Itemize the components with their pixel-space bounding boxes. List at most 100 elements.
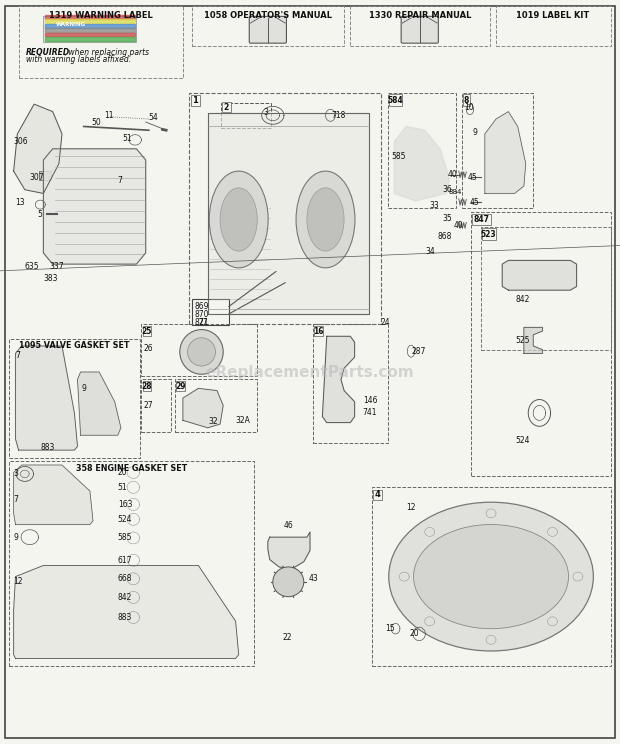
Text: 524: 524 — [118, 515, 132, 524]
Text: 45: 45 — [468, 173, 478, 182]
Text: 3: 3 — [263, 108, 268, 117]
Text: 287: 287 — [411, 347, 425, 356]
Text: 54: 54 — [148, 113, 158, 122]
Text: 741: 741 — [362, 408, 376, 417]
Text: 1330 REPAIR MANUAL: 1330 REPAIR MANUAL — [368, 11, 471, 20]
Bar — [39, 171, 51, 180]
Polygon shape — [16, 346, 78, 450]
Ellipse shape — [389, 502, 593, 651]
Text: with warning labels affixed.: with warning labels affixed. — [26, 55, 131, 64]
Bar — [9, 339, 140, 458]
Text: REQUIRED: REQUIRED — [26, 48, 70, 57]
Bar — [350, 6, 490, 46]
FancyBboxPatch shape — [314, 326, 323, 336]
FancyBboxPatch shape — [472, 214, 491, 225]
Text: 51: 51 — [118, 483, 128, 492]
Text: 1019 LABEL KIT: 1019 LABEL KIT — [516, 11, 590, 20]
Bar — [141, 324, 257, 376]
Text: 617: 617 — [118, 556, 132, 565]
Text: 51: 51 — [123, 134, 133, 143]
Bar — [45, 28, 135, 32]
Text: 7: 7 — [16, 351, 20, 360]
Text: 668: 668 — [118, 574, 132, 583]
Text: 337: 337 — [50, 262, 64, 271]
Text: 16: 16 — [314, 327, 324, 336]
Text: 523: 523 — [480, 230, 497, 239]
Polygon shape — [14, 565, 239, 658]
Text: 35: 35 — [443, 214, 453, 223]
Text: 358 ENGINE GASKET SET: 358 ENGINE GASKET SET — [76, 464, 188, 473]
Text: 525: 525 — [516, 336, 530, 345]
Bar — [175, 379, 257, 432]
FancyBboxPatch shape — [176, 381, 185, 391]
Text: 12: 12 — [406, 503, 415, 512]
Text: 32: 32 — [208, 417, 218, 426]
Text: 12: 12 — [14, 577, 23, 586]
Ellipse shape — [273, 567, 304, 597]
Bar — [45, 24, 135, 28]
Bar — [45, 37, 135, 41]
Text: 635: 635 — [25, 262, 40, 271]
Text: 13: 13 — [15, 198, 25, 207]
Bar — [313, 324, 388, 443]
Polygon shape — [268, 532, 310, 569]
Ellipse shape — [220, 187, 257, 251]
Bar — [192, 6, 344, 46]
Text: 7: 7 — [14, 496, 19, 504]
Polygon shape — [14, 465, 93, 525]
Polygon shape — [394, 126, 450, 201]
Polygon shape — [208, 113, 369, 314]
Text: 8: 8 — [464, 96, 469, 105]
Ellipse shape — [296, 171, 355, 268]
FancyBboxPatch shape — [401, 16, 438, 43]
Text: 718: 718 — [332, 111, 346, 120]
Text: 306: 306 — [14, 137, 29, 146]
Text: 7: 7 — [118, 176, 123, 185]
Polygon shape — [183, 388, 223, 428]
Text: 27: 27 — [144, 401, 154, 410]
Text: 40: 40 — [448, 170, 458, 179]
Ellipse shape — [210, 171, 268, 268]
Bar — [189, 93, 381, 324]
Polygon shape — [14, 104, 62, 193]
Text: 9: 9 — [82, 384, 87, 393]
Text: 20: 20 — [409, 629, 419, 638]
Text: 25: 25 — [142, 327, 152, 336]
Text: 1: 1 — [192, 96, 198, 105]
Polygon shape — [502, 260, 577, 290]
Text: 3: 3 — [14, 469, 19, 478]
FancyBboxPatch shape — [143, 326, 151, 336]
Text: 4: 4 — [374, 490, 381, 499]
Text: 5: 5 — [37, 210, 42, 219]
FancyBboxPatch shape — [389, 94, 402, 106]
Text: 33: 33 — [430, 201, 440, 210]
Text: 869: 869 — [194, 302, 208, 311]
Text: 10: 10 — [464, 103, 474, 112]
Text: 46: 46 — [283, 522, 293, 530]
Text: 22: 22 — [282, 633, 291, 642]
Text: 883: 883 — [118, 613, 132, 622]
Text: when replacing parts: when replacing parts — [66, 48, 149, 57]
Text: 163: 163 — [118, 500, 132, 509]
Bar — [496, 6, 611, 46]
Text: 871: 871 — [194, 318, 208, 327]
Text: 870: 870 — [194, 310, 208, 318]
Text: eReplacementParts.com: eReplacementParts.com — [206, 365, 414, 379]
FancyBboxPatch shape — [373, 490, 382, 500]
Text: 383: 383 — [43, 274, 58, 283]
Text: 9: 9 — [14, 533, 19, 542]
Text: 45: 45 — [469, 198, 479, 207]
FancyBboxPatch shape — [191, 95, 200, 106]
Bar — [45, 15, 135, 19]
Text: 842: 842 — [118, 593, 132, 602]
Text: 20: 20 — [118, 468, 128, 477]
Text: 27: 27 — [198, 318, 208, 327]
FancyBboxPatch shape — [143, 381, 151, 391]
Bar — [388, 93, 456, 208]
Text: 50: 50 — [92, 118, 102, 126]
Bar — [221, 103, 271, 128]
Ellipse shape — [307, 187, 344, 251]
Text: 24: 24 — [381, 318, 391, 327]
FancyBboxPatch shape — [482, 228, 496, 240]
FancyBboxPatch shape — [192, 299, 229, 325]
